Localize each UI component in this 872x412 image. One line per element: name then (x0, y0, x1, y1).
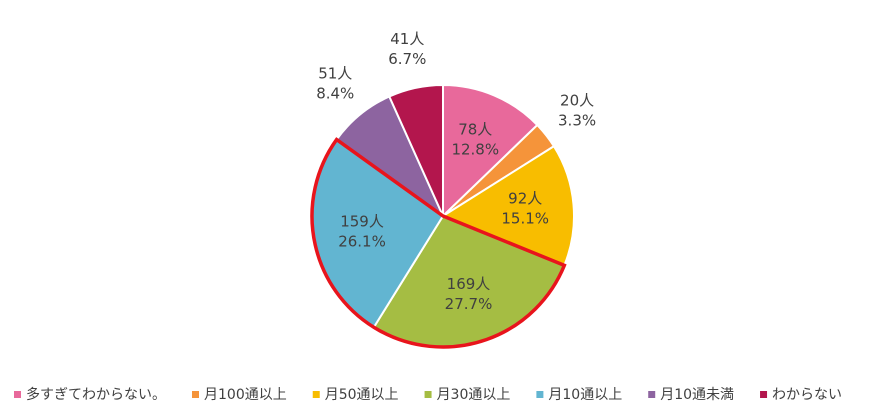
pie-slice (387, 83, 444, 217)
pie-slice (442, 83, 539, 219)
data-label: 41人 (390, 30, 424, 48)
legend-swatch (312, 391, 320, 398)
data-label: 92人 (508, 189, 542, 207)
data-label: 51人 (318, 65, 352, 83)
legend-swatch (760, 391, 768, 398)
pie-slice (440, 144, 575, 267)
data-label-percent: 15.1% (501, 209, 549, 227)
data-label-percent: 27.7% (445, 295, 493, 313)
legend-swatch (14, 391, 21, 398)
highlight-outline (310, 137, 567, 349)
data-label-percent: 6.7% (388, 50, 426, 68)
legend-label: 月50通以上 (325, 387, 399, 403)
legend-label: 月10通未満 (660, 387, 734, 403)
data-label-percent: 26.1% (338, 233, 386, 251)
legend-label: 月100通以上 (204, 387, 287, 403)
data-label-percent: 12.8% (451, 141, 499, 159)
legend-swatch (648, 391, 656, 398)
data-label: 78人 (458, 121, 492, 139)
legend-swatch (192, 391, 199, 398)
legend-label: わからない (772, 387, 842, 403)
legend-label: 多すぎてわからない。 (26, 386, 166, 403)
legend-label: 月30通以上 (437, 387, 511, 403)
data-label: 169人 (447, 275, 491, 293)
data-label: 159人 (340, 213, 384, 231)
legend-swatch (536, 391, 544, 398)
data-label-percent: 3.3% (558, 111, 596, 129)
data-label-percent: 8.4% (316, 85, 354, 103)
data-label: 20人 (560, 91, 594, 109)
legend-label: 月10通以上 (548, 387, 622, 403)
legend-swatch (424, 391, 432, 398)
